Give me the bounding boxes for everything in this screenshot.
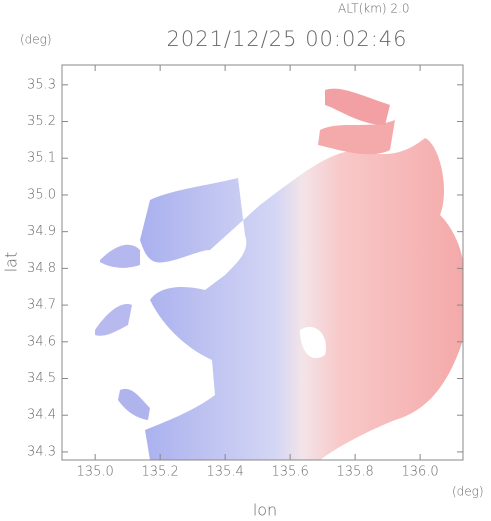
- x-tick-label: 135.2: [142, 465, 179, 480]
- subtitle: ALT(km) 2.0: [338, 2, 409, 16]
- x-tick-label: 136.0: [401, 465, 438, 480]
- x-tick-label: 135.6: [272, 465, 309, 480]
- y-unit: (deg): [20, 33, 52, 47]
- x-tick-label: 135.0: [77, 465, 114, 480]
- y-tick-label: 35.1: [27, 151, 56, 166]
- y-tick-label: 34.3: [27, 444, 56, 459]
- radar-field: [95, 88, 463, 460]
- y-tick-label: 35.0: [27, 187, 56, 202]
- y-tick-label: 34.4: [27, 408, 56, 423]
- x-tick-label: 135.4: [207, 465, 244, 480]
- y-tick-label: 34.8: [27, 261, 56, 276]
- y-axis-label: lat: [2, 252, 21, 273]
- x-unit: (deg): [452, 485, 484, 499]
- chart-title: 2021/12/25 00:02:46: [166, 27, 407, 51]
- plot-frame: [61, 64, 464, 461]
- y-tick-label: 34.5: [27, 371, 56, 386]
- y-tick-label: 35.2: [27, 114, 56, 129]
- y-tick-label: 35.3: [27, 77, 56, 92]
- x-tick-label: 135.8: [337, 465, 374, 480]
- y-tick-label: 34.9: [27, 224, 56, 239]
- x-axis-label: lon: [253, 501, 277, 520]
- y-tick-label: 34.6: [27, 334, 56, 349]
- y-tick-label: 34.7: [27, 298, 56, 313]
